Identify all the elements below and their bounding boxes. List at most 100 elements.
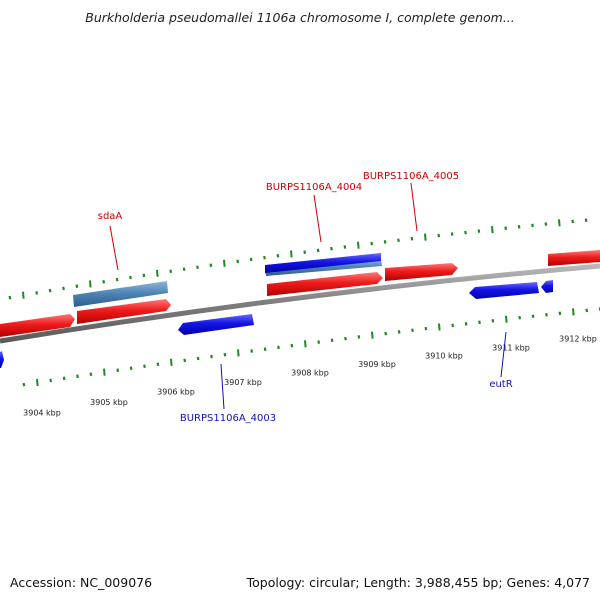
minor-tick (129, 366, 133, 371)
minor-tick (290, 343, 294, 348)
map-title: Burkholderia pseudomallei 1106a chromoso… (85, 10, 515, 25)
minor-tick (35, 291, 39, 295)
minor-tick (357, 335, 361, 339)
gene-feature-reverse[interactable] (178, 314, 254, 335)
scale-label: 3906 kbp (157, 388, 195, 397)
minor-tick (517, 225, 521, 229)
major-tick (424, 233, 427, 241)
gene-feature-reverse[interactable] (0, 351, 4, 368)
minor-tick (424, 326, 428, 331)
scale-label: 3910 kbp (425, 352, 463, 361)
minor-tick (370, 241, 374, 246)
gene-label-eutR[interactable]: eutR (489, 379, 512, 390)
minor-tick (411, 328, 414, 333)
minor-tick (518, 315, 522, 320)
genome-summary-text: Topology: circular; Length: 3,988,455 bp… (246, 575, 590, 590)
gene-feature-reverse[interactable] (265, 253, 381, 273)
inner-tick-track (22, 307, 600, 387)
major-tick (371, 331, 374, 339)
gene-feature-forward[interactable] (385, 263, 458, 281)
major-tick (36, 378, 39, 387)
minor-tick (451, 323, 455, 328)
minor-tick (223, 352, 227, 357)
major-tick (290, 250, 293, 258)
minor-tick (143, 364, 146, 369)
gene-label-burps1106a-4004[interactable]: BURPS1106A_4004 (266, 182, 362, 193)
scale-label: 3907 kbp (224, 378, 262, 387)
minor-tick (383, 240, 387, 244)
minor-tick (129, 275, 132, 280)
minor-tick (249, 257, 253, 262)
minor-tick (491, 318, 495, 323)
minor-tick (8, 295, 12, 300)
minor-tick (196, 265, 199, 270)
major-tick (237, 349, 240, 357)
minor-tick (142, 273, 146, 278)
gene-labels: sdaA BURPS1106A_4004 BURPS1106A_4005 BUR… (98, 171, 513, 424)
minor-tick (89, 372, 93, 377)
accession-text: Accession: NC_009076 (10, 575, 153, 590)
minor-tick (397, 330, 401, 334)
gene-feature-forward[interactable] (0, 314, 75, 337)
major-tick (572, 308, 575, 316)
minor-tick (585, 308, 589, 313)
outer-tick-track (8, 218, 588, 300)
minor-tick (545, 312, 548, 317)
minor-tick (236, 259, 240, 264)
scale-label-track: 3904 kbp 3905 kbp 3906 kbp 3907 kbp 3908 kbp… (23, 334, 597, 417)
minor-tick (343, 245, 347, 249)
minor-tick (169, 269, 173, 274)
gene-feature-forward[interactable] (548, 250, 600, 266)
leader-line (109, 225, 119, 271)
minor-tick (48, 288, 52, 293)
scale-label: 3908 kbp (291, 369, 329, 378)
minor-tick (450, 232, 454, 236)
gene-feature-rna[interactable] (73, 281, 168, 307)
minor-tick (76, 374, 79, 379)
gene-label-burps1106a-4005[interactable]: BURPS1106A_4005 (363, 171, 459, 182)
minor-tick (277, 345, 280, 350)
minor-tick (156, 362, 160, 367)
minor-tick (263, 255, 266, 260)
gene-feature-reverse[interactable] (469, 282, 539, 299)
gene-feature-forward[interactable] (77, 299, 171, 324)
minor-tick (303, 250, 307, 254)
minor-tick (210, 354, 213, 359)
minor-tick (276, 253, 280, 258)
major-tick (103, 368, 106, 376)
major-tick (170, 358, 173, 366)
minor-tick (102, 279, 106, 284)
minor-tick (182, 267, 186, 272)
gene-label-sdaA[interactable]: sdaA (98, 211, 123, 222)
minor-tick (477, 229, 481, 233)
minor-tick (571, 219, 575, 224)
minor-tick (115, 277, 119, 282)
minor-tick (75, 284, 79, 288)
leader-line (220, 363, 225, 410)
minor-tick (531, 314, 535, 319)
label-leaders (109, 182, 507, 410)
gene-label-burps1106a-4003[interactable]: BURPS1106A_4003 (180, 413, 276, 424)
minor-tick (209, 263, 213, 268)
minor-tick (250, 349, 254, 353)
scale-label: 3904 kbp (23, 408, 61, 417)
gene-feature-reverse[interactable] (541, 280, 553, 293)
major-tick (357, 241, 360, 249)
minor-tick (410, 236, 414, 241)
minor-tick (464, 322, 468, 326)
minor-tick (263, 347, 267, 352)
scale-label: 3911 kbp (492, 344, 530, 353)
major-tick (505, 315, 508, 323)
minor-tick (344, 336, 347, 341)
minor-tick (330, 246, 333, 251)
minor-tick (62, 286, 65, 291)
leader-line (410, 182, 418, 232)
gene-feature-forward[interactable] (267, 272, 383, 296)
major-tick (438, 323, 441, 331)
major-tick (223, 259, 226, 267)
minor-tick (478, 320, 481, 325)
minor-tick (116, 368, 120, 373)
minor-tick (584, 218, 588, 223)
scale-label: 3909 kbp (358, 360, 396, 369)
